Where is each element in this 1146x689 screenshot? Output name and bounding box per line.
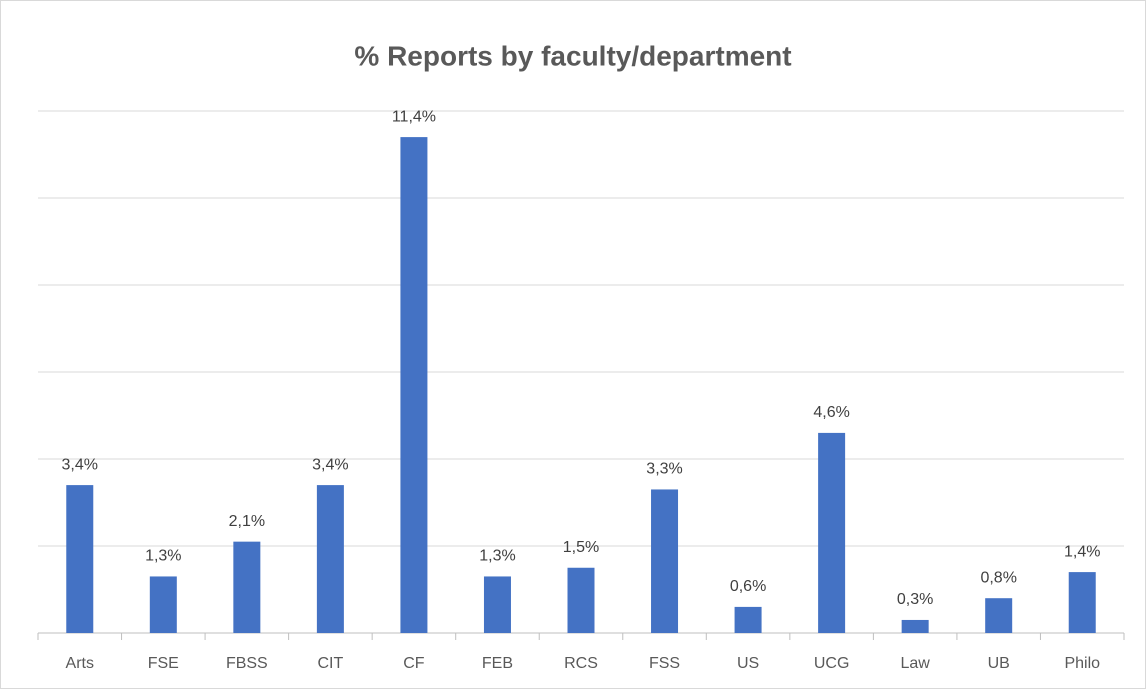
x-tick-label: FSE [148,655,179,672]
bar [985,598,1013,633]
bar [567,567,595,633]
chart-title: % Reports by faculty/department [354,40,791,71]
data-label: 0,8% [980,569,1016,586]
bar [1068,572,1096,633]
data-label: 1,4% [1064,543,1100,560]
data-label: 1,3% [479,548,515,565]
bar [901,619,929,633]
x-tick-label: Law [900,655,930,672]
data-label: 11,4% [392,108,436,125]
x-tick-label: FSS [649,655,680,672]
data-label: 3,4% [62,456,98,473]
x-tick-label: CIT [317,655,343,672]
x-tick-label: FBSS [226,655,268,672]
x-tick-label: RCS [564,655,598,672]
bar [818,432,846,633]
bar [66,485,94,633]
bar [233,541,261,633]
data-label: 1,5% [563,539,599,556]
data-label: 0,3% [897,591,933,608]
bar [400,137,428,633]
data-label: 1,3% [145,548,181,565]
bar [149,576,177,633]
data-label: 3,4% [312,456,348,473]
x-tick-label: UCG [814,655,850,672]
bar [651,489,679,633]
x-tick-label: US [737,655,759,672]
data-label: 3,3% [646,461,682,478]
bar [316,485,344,633]
bar [483,576,511,633]
data-label: 4,6% [813,404,849,421]
x-tick-label: FEB [482,655,513,672]
bar [734,606,762,633]
x-tick-label: CF [403,655,425,672]
x-tick-label: Arts [66,655,94,672]
x-tick-label: Philo [1064,655,1100,672]
data-label: 2,1% [229,513,265,530]
x-tick-label: UB [988,655,1010,672]
data-label: 0,6% [730,578,766,595]
